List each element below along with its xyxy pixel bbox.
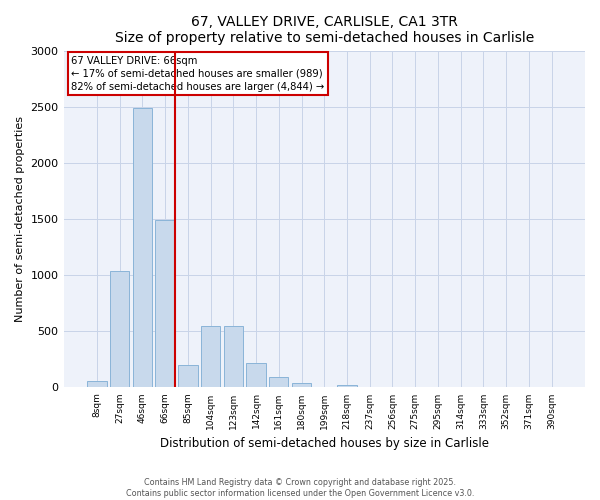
Bar bbox=[110, 270, 130, 388]
Bar bbox=[247, 364, 266, 388]
Bar bbox=[133, 108, 152, 388]
Bar bbox=[337, 385, 356, 388]
Title: 67, VALLEY DRIVE, CARLISLE, CA1 3TR
Size of property relative to semi-detached h: 67, VALLEY DRIVE, CARLISLE, CA1 3TR Size… bbox=[115, 15, 534, 45]
Bar bbox=[201, 326, 220, 388]
Bar bbox=[224, 326, 243, 388]
X-axis label: Distribution of semi-detached houses by size in Carlisle: Distribution of semi-detached houses by … bbox=[160, 437, 489, 450]
Bar bbox=[269, 378, 289, 388]
Bar bbox=[292, 383, 311, 388]
Text: 67 VALLEY DRIVE: 66sqm
← 17% of semi-detached houses are smaller (989)
82% of se: 67 VALLEY DRIVE: 66sqm ← 17% of semi-det… bbox=[71, 56, 325, 92]
Y-axis label: Number of semi-detached properties: Number of semi-detached properties bbox=[15, 116, 25, 322]
Bar bbox=[155, 220, 175, 388]
Bar bbox=[314, 387, 334, 388]
Bar bbox=[360, 387, 379, 388]
Text: Contains HM Land Registry data © Crown copyright and database right 2025.
Contai: Contains HM Land Registry data © Crown c… bbox=[126, 478, 474, 498]
Bar bbox=[87, 382, 107, 388]
Bar bbox=[178, 365, 197, 388]
